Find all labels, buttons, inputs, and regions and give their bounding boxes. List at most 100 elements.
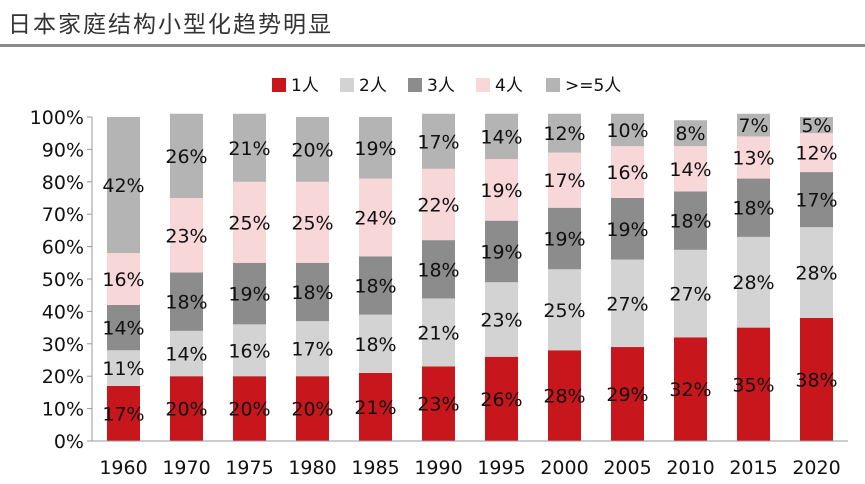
data-label: 5% — [801, 115, 831, 137]
x-axis: 1960 1970 1975 1980 1985 1990 1995 2000 2005 2010… — [92, 440, 848, 479]
bar-segment — [674, 337, 707, 441]
data-label: 14% — [669, 159, 711, 181]
bar-segment — [485, 220, 518, 283]
y-axis: 0% 10% 20% 30% 40% 50% 60% 70% 80% 90% 100% — [30, 107, 93, 453]
y-tick-label: 70% — [42, 204, 84, 226]
y-tick-label: 100% — [30, 107, 84, 129]
x-tick-label: 1960 — [99, 457, 147, 479]
bar-segment — [233, 262, 266, 325]
bar-segment — [296, 262, 329, 322]
bar-segment — [485, 159, 518, 221]
data-label: 25% — [291, 212, 333, 234]
bar-segment — [548, 350, 581, 441]
bar-segment — [296, 376, 329, 441]
data-label: 8% — [675, 123, 705, 145]
bar-segment — [737, 236, 770, 328]
bar-segment — [422, 113, 455, 169]
legend-label-3: 3人 — [427, 76, 455, 96]
bar-segment — [233, 324, 266, 377]
x-tick-label: 2020 — [792, 457, 840, 479]
data-label: 14% — [165, 344, 207, 366]
data-label: 16% — [228, 340, 270, 362]
x-tick-label: 1975 — [225, 457, 273, 479]
data-label: 35% — [732, 374, 774, 396]
x-tick-label: 2015 — [729, 457, 777, 479]
data-label: 19% — [606, 219, 648, 241]
data-label: 19% — [480, 180, 522, 202]
bar-segment — [107, 253, 140, 305]
data-label: 17% — [795, 190, 837, 212]
legend: 1人 2人 3人 4人 >=5人 — [272, 76, 621, 96]
bar-segment — [737, 178, 770, 237]
data-label: 28% — [732, 272, 774, 294]
data-label: 11% — [102, 358, 144, 380]
legend-label-1: 1人 — [291, 76, 319, 96]
bar-segment — [548, 152, 581, 208]
legend-label-4: 4人 — [495, 76, 523, 96]
data-label: 27% — [669, 284, 711, 306]
data-label: 25% — [228, 212, 270, 234]
x-tick-label: 2005 — [603, 457, 651, 479]
data-label: 24% — [354, 207, 396, 229]
data-label: 17% — [291, 339, 333, 361]
bar-segment — [233, 181, 266, 263]
bar-segment — [674, 191, 707, 250]
bar-segment — [800, 172, 833, 228]
data-label: 25% — [543, 300, 585, 322]
bar-segment — [737, 327, 770, 441]
bars: 17% 11% 14% 16% 42% 20% 14% 18% 23% 26% 20% 16% 19% 2… — [102, 113, 838, 441]
y-tick-label: 10% — [42, 399, 84, 421]
data-label: 7% — [738, 115, 768, 137]
y-tick-label: 0% — [54, 431, 84, 453]
bar-segment — [485, 282, 518, 357]
bar-segment — [233, 376, 266, 441]
bar-segment — [359, 314, 392, 373]
bar-segment — [107, 304, 140, 351]
y-tick-label: 80% — [42, 172, 84, 194]
bar-segment — [800, 317, 833, 441]
bar-segment — [107, 385, 140, 441]
y-tick-label: 40% — [42, 301, 84, 323]
data-label: 14% — [480, 126, 522, 148]
data-label: 26% — [165, 146, 207, 168]
data-label: 10% — [606, 120, 648, 142]
bar-segment — [170, 330, 203, 377]
title-divider — [0, 44, 865, 47]
data-label: 42% — [102, 175, 144, 197]
x-tick-label: 1970 — [162, 457, 210, 479]
legend-swatch-5 — [546, 78, 560, 92]
legend-swatch-1 — [272, 78, 286, 92]
legend-swatch-3 — [408, 78, 422, 92]
bar-segment — [359, 372, 392, 441]
bar-segment — [359, 256, 392, 315]
bar-segment — [800, 117, 833, 134]
bar-segment — [800, 133, 833, 173]
x-tick-label: 1985 — [351, 457, 399, 479]
y-tick-label: 90% — [42, 139, 84, 161]
data-label: 14% — [102, 318, 144, 340]
data-label: 19% — [228, 284, 270, 306]
legend-swatch-4 — [476, 78, 490, 92]
x-tick-label: 1990 — [414, 457, 462, 479]
bar-segment — [611, 347, 644, 441]
data-label: 21% — [354, 397, 396, 419]
bar-segment — [485, 356, 518, 441]
bar-segment — [800, 227, 833, 318]
bar-segment — [170, 198, 203, 273]
data-label: 23% — [480, 310, 522, 332]
y-tick-label: 30% — [42, 334, 84, 356]
data-label: 18% — [165, 292, 207, 314]
bar-segment — [548, 269, 581, 351]
bar-segment — [422, 240, 455, 299]
bar-segment — [359, 117, 392, 179]
data-label: 26% — [480, 389, 522, 411]
data-label: 18% — [354, 275, 396, 297]
bar-segment — [611, 146, 644, 198]
x-tick-label: 1980 — [288, 457, 336, 479]
y-tick-label: 50% — [42, 269, 84, 291]
data-label: 28% — [795, 263, 837, 285]
data-label: 17% — [417, 131, 459, 153]
legend-swatch-2 — [340, 78, 354, 92]
bar-segment — [548, 207, 581, 270]
data-label: 29% — [606, 384, 648, 406]
